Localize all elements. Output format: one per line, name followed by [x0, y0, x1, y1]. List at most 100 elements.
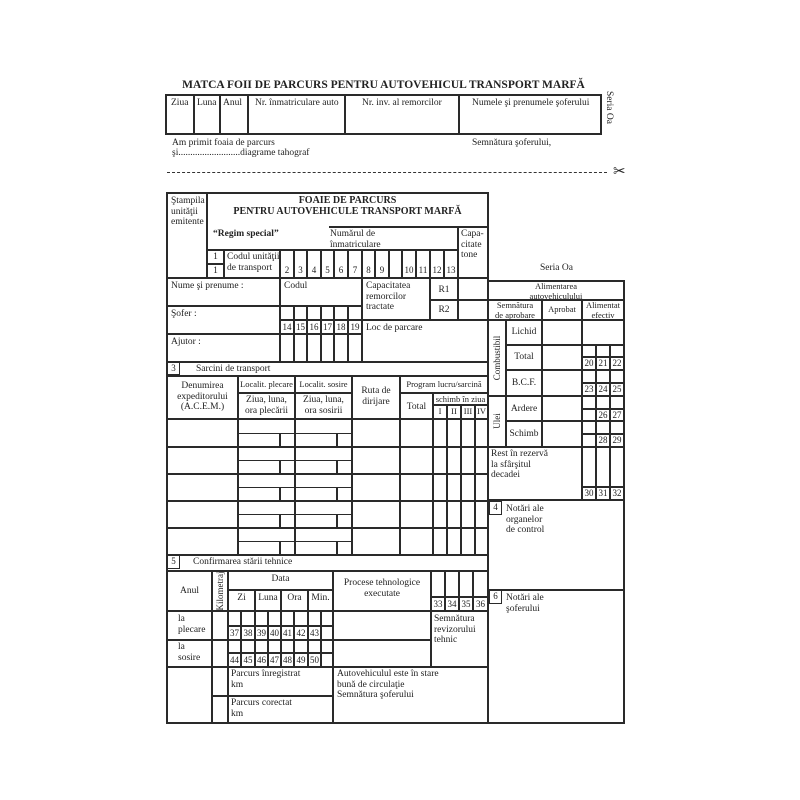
form-line [433, 404, 488, 406]
code-label: Codul [284, 281, 308, 291]
form-line [336, 514, 338, 528]
form-line [167, 305, 362, 307]
regime-label: “Regim special” [213, 229, 279, 239]
code-cell-departure: 40 [270, 628, 279, 638]
stub-col-plate: Nr. înmatriculare auto [255, 98, 339, 108]
form-line [167, 417, 488, 421]
form-line [227, 571, 229, 723]
form-line [237, 376, 239, 555]
tasks-title: Sarcini de transport [196, 364, 271, 374]
shift-4: IV [477, 406, 486, 416]
form-line [488, 299, 624, 301]
col-sender: Denumirea expeditorului (A.C.E.M.) [177, 381, 228, 412]
form-line [582, 486, 624, 488]
form-line [193, 95, 195, 134]
code-cell-unit-code: 4 [311, 265, 317, 275]
form-line [167, 375, 488, 377]
form-line [167, 527, 488, 529]
form-line [446, 405, 448, 555]
unit-code-label: Codul unităţii de transport [227, 252, 280, 273]
form-line [595, 345, 597, 500]
form-line [505, 320, 507, 447]
code-cell-oil-change: 29 [612, 435, 622, 445]
stub-col-month: Luna [197, 98, 217, 108]
form-subtitle: PENTRU AUTOVEHICULE TRANSPORT MARFĂ [233, 206, 462, 217]
col-program: Program lucru/sarcină [406, 379, 482, 389]
code-cell-departure: 42 [296, 628, 306, 638]
recorded-km-label: Parcurs înregistrat km [231, 669, 301, 690]
capacity-label: Capa- citate tone [461, 229, 484, 260]
form-line [488, 395, 624, 397]
form-line [344, 95, 346, 134]
technical-title: Confirmarea stării tehnice [193, 557, 293, 567]
form-line [362, 319, 488, 321]
form-line [415, 250, 417, 278]
code-cell-fuel-total: 22 [612, 358, 622, 368]
form-line [488, 319, 624, 321]
plate-number-label: Numărul de înmatriculare [330, 229, 381, 250]
code-cell-driver-code: 15 [296, 322, 305, 332]
form-line [401, 250, 403, 278]
code-cell-unit-code: 11 [418, 265, 428, 275]
driver-notes-label: Notări ale şoferului [506, 593, 544, 614]
code-cell-unit-code: 7 [352, 265, 358, 275]
code-cell-arrival: 44 [230, 655, 239, 665]
box-1-top: 1 [213, 252, 218, 262]
form-line [167, 360, 488, 364]
code-cell-unit-code: 3 [298, 265, 303, 275]
form-line [486, 281, 490, 723]
name-label: Nume şi prenume : [171, 281, 244, 291]
col-arrival-time: Ziua, luna, ora sosirii [303, 395, 344, 416]
form-line [238, 513, 352, 516]
form-line [211, 571, 213, 723]
code-cell-driver-code: 14 [282, 322, 292, 332]
form-line [164, 132, 603, 136]
form-line [279, 433, 281, 447]
form-line [622, 281, 626, 723]
code-cell-unit-code: 13 [446, 265, 456, 275]
code-cell-unit-code: 2 [284, 265, 290, 275]
form-line [488, 446, 624, 448]
form-line [167, 609, 488, 613]
form-line [167, 639, 431, 641]
form-line [460, 405, 462, 555]
form-line [167, 665, 488, 669]
form-line [167, 276, 488, 280]
form-line [582, 356, 624, 358]
day-label: Zi [237, 593, 246, 603]
code-cell-departure: 43 [310, 628, 319, 638]
oil-group-label: Ulei [492, 413, 502, 429]
code-cell-oil-burn [582, 409, 596, 421]
stub-col-day: Ziua [171, 98, 189, 108]
form-line [351, 376, 353, 555]
helper-label: Ajutor : [171, 337, 201, 347]
col-departure-time: Ziua, luna, ora plecării [245, 395, 288, 416]
form-line [164, 93, 603, 97]
form-line [582, 408, 624, 410]
code-cell-arrival: 47 [270, 655, 279, 665]
stub-driver-signature: Semnătura şoferului, [472, 138, 552, 148]
form-line [430, 299, 488, 301]
form-line [347, 250, 349, 278]
form-line [488, 498, 624, 502]
code-cell-driver-code: 17 [323, 322, 332, 332]
approval-signature-label: Semnătura de aprobare [495, 300, 535, 320]
form-line [165, 191, 490, 195]
form-line [431, 596, 488, 598]
at-departure-label: la plecare [178, 614, 206, 635]
form-line [167, 569, 488, 573]
form-line [472, 571, 474, 611]
code-cell-arrival: 49 [296, 655, 306, 665]
shift-1: I [438, 406, 442, 416]
form-line [506, 369, 624, 371]
code-cell-driver-code: 18 [336, 322, 346, 332]
form-line [506, 420, 624, 422]
form-line [254, 590, 256, 611]
form-line [293, 250, 295, 278]
control-notes-label: Notări ale organelor de control [506, 504, 545, 535]
form-line [207, 249, 458, 251]
col-arrival-place: Localit. sosire [299, 379, 348, 389]
date-label: Data [271, 574, 290, 584]
code-cell-unit-code: 9 [379, 265, 385, 275]
form-line [247, 95, 249, 134]
